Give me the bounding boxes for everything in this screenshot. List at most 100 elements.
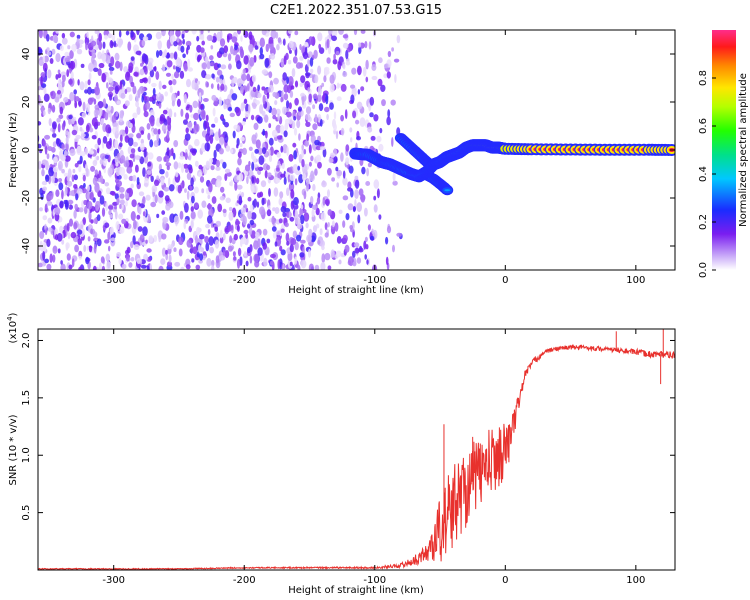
heatmap-cell [201, 40, 205, 46]
heatmap-cell [61, 143, 65, 150]
heatmap-cell [114, 205, 117, 210]
heatmap-cell [151, 82, 157, 88]
heatmap-cell [46, 238, 51, 248]
heatmap-cell [378, 57, 383, 64]
x-tick-label: 0 [502, 575, 508, 586]
heatmap-cell [302, 51, 309, 60]
heatmap-cell [101, 72, 106, 83]
heatmap-cell [318, 103, 324, 112]
heatmap-cell [38, 59, 44, 67]
heatmap-cell [324, 252, 331, 261]
heatmap-cell [310, 170, 315, 180]
heatmap-cell [238, 172, 244, 182]
heatmap-cell [305, 222, 309, 229]
heatmap-cell [265, 43, 269, 53]
heatmap-cell [237, 151, 242, 159]
heatmap-cell [271, 129, 278, 138]
heatmap-cell [84, 80, 88, 90]
heatmap-cell [321, 245, 325, 251]
heatmap-cell [105, 253, 111, 262]
heatmap-cell [166, 60, 173, 68]
heatmap-cell [88, 211, 92, 221]
heatmap-cell [340, 114, 344, 122]
heatmap-cell [42, 241, 47, 252]
heatmap-cell [102, 41, 106, 49]
heatmap-cell [350, 137, 353, 143]
heatmap-cell [303, 148, 307, 155]
heatmap-cell [227, 53, 232, 62]
heatmap-cell [152, 87, 156, 96]
heatmap-cell [357, 214, 361, 224]
heatmap-cell [116, 198, 120, 205]
heatmap-cell [239, 142, 243, 148]
heatmap-cell [319, 146, 326, 151]
heatmap-cell [275, 177, 281, 184]
heatmap-cell [59, 45, 64, 52]
heatmap-cell [331, 35, 337, 42]
heatmap-cell [85, 124, 90, 133]
heatmap-cell [89, 127, 94, 133]
heatmap-cell [342, 42, 349, 49]
heatmap-cell [315, 145, 322, 151]
heatmap-cell [153, 128, 159, 135]
heatmap-cell [113, 40, 117, 48]
heatmap-cell [329, 83, 335, 93]
heatmap-cell [297, 264, 301, 270]
heatmap-cell [255, 139, 261, 149]
heatmap-cell [251, 176, 254, 184]
heatmap-cell [314, 74, 319, 84]
heatmap-cell [134, 66, 139, 74]
heatmap-cell [88, 72, 92, 81]
heatmap-cell [214, 239, 220, 249]
heatmap-cell [52, 166, 59, 173]
heatmap-cell [114, 52, 120, 61]
heatmap-cell [253, 122, 259, 130]
heatmap-cell [262, 128, 266, 136]
heatmap-cell [331, 220, 335, 228]
heatmap-cell [345, 144, 350, 152]
heatmap-cell [93, 67, 99, 73]
heatmap-cell [138, 206, 142, 215]
spectrogram-heatmap [38, 30, 675, 270]
heatmap-cell [143, 148, 147, 158]
heatmap-cell [166, 165, 170, 171]
heatmap-cell [51, 121, 57, 130]
heatmap-cell [59, 225, 64, 234]
heatmap-cell [231, 93, 238, 101]
heatmap-cell [340, 152, 344, 162]
heatmap-cell [91, 49, 96, 58]
heatmap-cell [224, 98, 231, 106]
heatmap-cell [98, 262, 102, 270]
heatmap-cell [331, 30, 338, 37]
heatmap-cell [87, 86, 92, 95]
heatmap-cell [146, 169, 152, 175]
heatmap-cell [61, 80, 65, 88]
heatmap-cell [358, 247, 364, 253]
heatmap-cell [347, 203, 354, 211]
heatmap-cell [325, 95, 329, 105]
heatmap-cell [105, 124, 111, 134]
heatmap-cell [47, 146, 53, 152]
heatmap-cell [314, 168, 318, 176]
heatmap-cell [344, 244, 350, 253]
heatmap-cell [79, 126, 83, 132]
heatmap-cell [324, 222, 328, 231]
x-tick-label: 100 [626, 575, 645, 586]
heatmap-cell [183, 163, 189, 169]
heatmap-cell [217, 83, 220, 91]
heatmap-cell [98, 40, 103, 51]
heatmap-cell [324, 232, 329, 238]
heatmap-cell [320, 261, 326, 270]
heatmap-cell [385, 256, 389, 266]
heatmap-cell [211, 123, 216, 128]
heatmap-cell [115, 60, 121, 69]
heatmap-cell [79, 151, 86, 157]
heatmap-cell [279, 124, 285, 135]
heatmap-cell [217, 63, 221, 68]
heatmap-cell [42, 110, 46, 116]
heatmap-cell [115, 162, 119, 167]
heatmap-cell [231, 36, 238, 43]
heatmap-cell [124, 89, 128, 94]
heatmap-cell [200, 104, 203, 110]
